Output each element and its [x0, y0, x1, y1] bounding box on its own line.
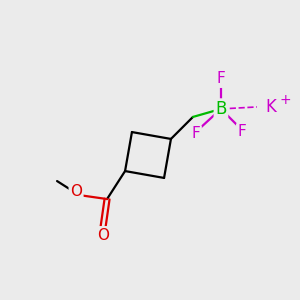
Text: F: F: [217, 71, 225, 86]
Text: O: O: [70, 184, 82, 199]
Text: B: B: [215, 100, 226, 118]
Text: F: F: [192, 126, 200, 141]
Text: +: +: [280, 93, 292, 107]
Text: F: F: [238, 124, 246, 140]
Text: K: K: [266, 98, 276, 116]
Text: O: O: [97, 228, 109, 243]
